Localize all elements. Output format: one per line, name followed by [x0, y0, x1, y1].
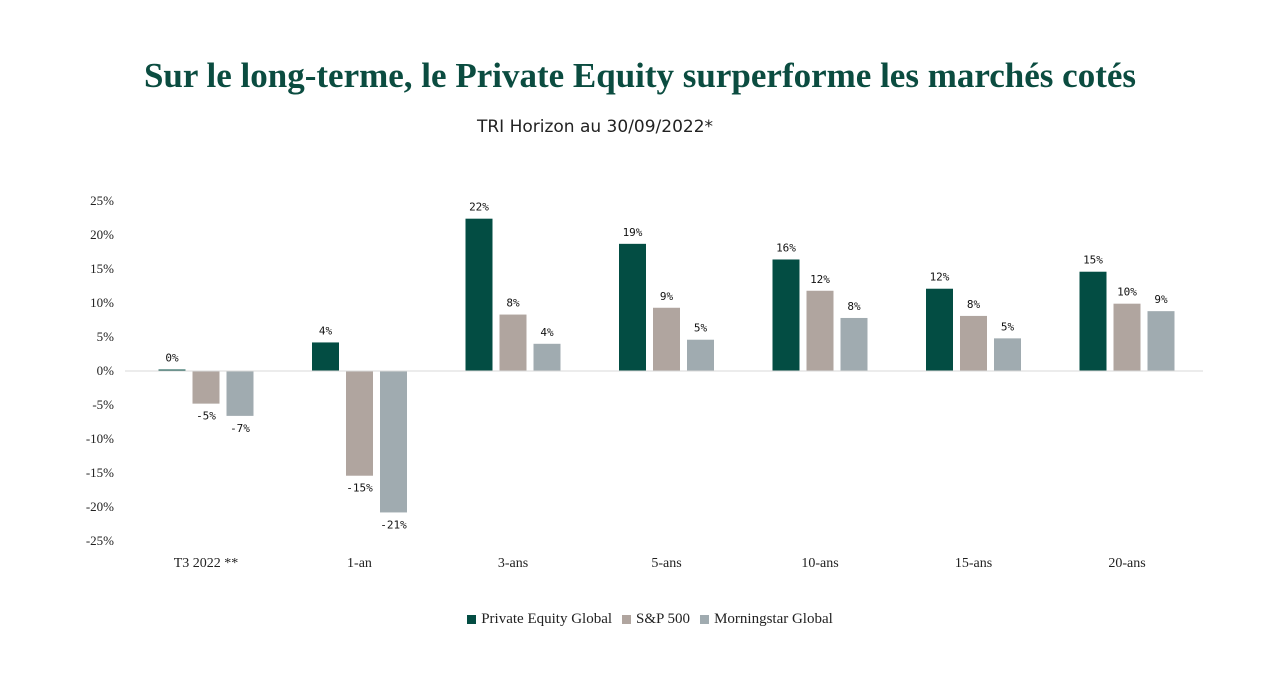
y-tick-label: -10%: [86, 431, 114, 446]
bar: [312, 342, 339, 371]
bar: [192, 371, 220, 404]
y-tick-label: 20%: [90, 227, 114, 242]
data-label: 0%: [165, 352, 179, 365]
bar: [960, 315, 987, 371]
data-label: 9%: [1154, 293, 1168, 306]
legend-label: Private Equity Global: [481, 611, 613, 627]
bar: [465, 218, 493, 371]
data-label: 8%: [967, 298, 981, 311]
y-tick-label: 5%: [97, 329, 115, 344]
bar: [926, 288, 953, 371]
bar: [226, 371, 254, 416]
legend: Private Equity Global S&P 500 Morningstar …: [0, 611, 1280, 628]
legend-label: S&P 500: [636, 611, 691, 627]
legend-swatch: [467, 615, 477, 624]
bar: [346, 371, 373, 476]
y-tick-label: -5%: [92, 397, 114, 412]
y-tick-label: -20%: [86, 499, 114, 514]
legend-swatch: [622, 615, 632, 624]
legend-item: Private Equity Global: [467, 611, 612, 628]
bar: [1079, 271, 1107, 371]
bar: [806, 290, 834, 371]
bar: [840, 317, 868, 371]
data-label: 15%: [1083, 254, 1103, 267]
bar: [772, 259, 800, 371]
bar: [687, 339, 714, 371]
bar: [158, 369, 186, 371]
data-label: 16%: [776, 241, 796, 254]
chart-title: Sur le long-terme, le Private Equity sur…: [143, 56, 1137, 95]
data-label: -21%: [380, 518, 407, 531]
x-category-label: T3 2022 **: [174, 556, 239, 571]
y-tick-label: 10%: [90, 295, 114, 310]
bar: [533, 343, 561, 371]
y-tick-label: 15%: [90, 261, 114, 276]
data-label: 12%: [930, 271, 950, 284]
x-category-label: 10-ans: [801, 556, 838, 571]
bar: [994, 338, 1021, 371]
x-category-label: 1-an: [347, 556, 372, 571]
data-label: 8%: [847, 300, 861, 313]
bar: [653, 307, 680, 371]
data-label: 5%: [1001, 320, 1015, 333]
data-label: -5%: [196, 410, 216, 423]
y-tick-label: 0%: [97, 363, 115, 378]
data-label: 10%: [1117, 286, 1137, 299]
bar: [380, 371, 407, 513]
data-label: 4%: [319, 324, 333, 337]
y-tick-label: -25%: [86, 533, 114, 548]
x-category-label: 15-ans: [955, 556, 992, 571]
x-category-label: 3-ans: [498, 556, 528, 571]
x-category-label: 20-ans: [1108, 556, 1145, 571]
legend-item: Morningstar Global: [700, 611, 833, 628]
data-label: -15%: [346, 482, 373, 495]
data-label: 5%: [694, 322, 708, 335]
y-tick-label: -15%: [86, 465, 114, 480]
data-label: -7%: [230, 422, 250, 435]
bar: [1147, 311, 1175, 371]
bar: [619, 243, 646, 371]
data-label: 9%: [660, 290, 674, 303]
data-label: 4%: [540, 326, 554, 339]
data-label: 12%: [810, 273, 830, 286]
bar: [499, 314, 527, 371]
legend-swatch: [700, 615, 710, 624]
legend-item: S&P 500: [622, 611, 690, 628]
data-label: 8%: [506, 297, 520, 310]
bar: [1113, 303, 1141, 371]
legend-label: Morningstar Global: [714, 611, 833, 627]
y-tick-label: 25%: [90, 193, 114, 208]
chart-subtitle: TRI Horizon au 30/09/2022*: [476, 117, 714, 137]
data-label: 22%: [469, 201, 489, 214]
x-category-label: 5-ans: [651, 556, 681, 571]
data-label: 19%: [623, 226, 643, 239]
